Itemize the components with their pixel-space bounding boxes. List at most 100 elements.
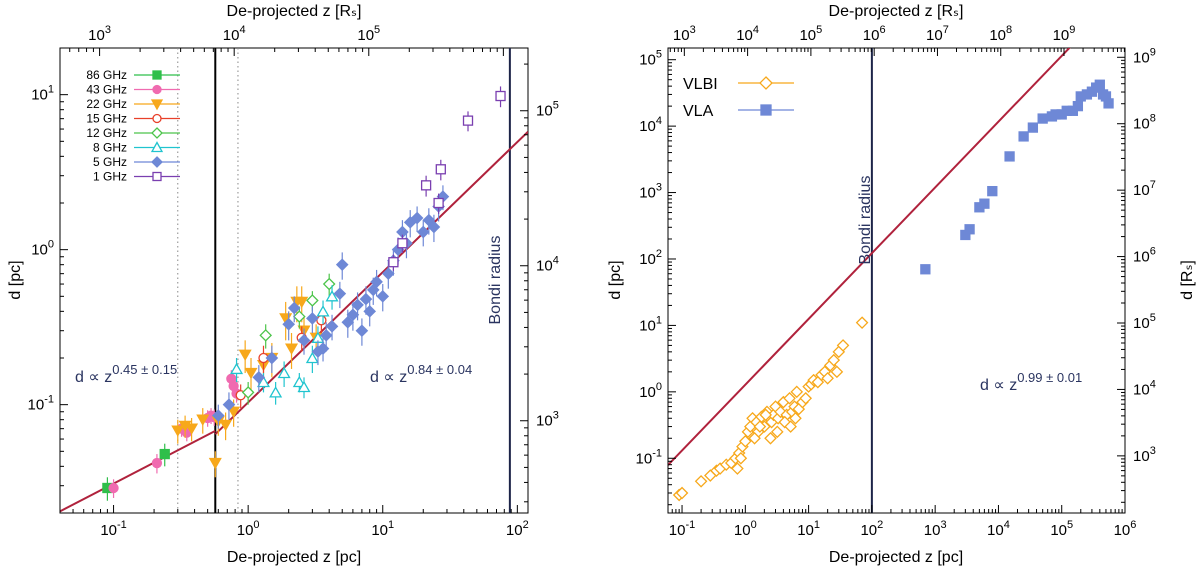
right-point-vlbi-1 <box>675 486 689 500</box>
right-point-vlbi-2 <box>694 474 708 488</box>
left-ytick-label: 10-1 <box>28 394 54 414</box>
left-point-15-ghz-3 <box>316 315 327 326</box>
right-righttick-label: 104 <box>1133 378 1156 398</box>
right-x-axis-title: De-projected z [pc] <box>829 549 963 566</box>
left-point-5-ghz-19 <box>370 275 383 289</box>
right-xtick-label: 100 <box>734 519 757 539</box>
left-data-points <box>102 86 506 501</box>
left-point-8-ghz-8 <box>316 305 330 317</box>
right-point-vlbi-55 <box>789 411 802 425</box>
legend-label-4: 12 GHz <box>86 126 127 140</box>
right-point-vlbi-50 <box>759 408 773 422</box>
right-point-vla-20 <box>1094 79 1105 90</box>
left-point-22-ghz-2 <box>185 423 199 435</box>
left-fit-2-exp: 0.84 ± 0.04 <box>407 362 472 377</box>
right-toptick-label: 105 <box>799 24 822 44</box>
left-point-8-ghz-0 <box>230 362 244 375</box>
left-point-5-ghz-6 <box>297 334 311 347</box>
left-fit-2-base: d ∝ z <box>370 369 407 386</box>
left-xtick-label: 100 <box>237 519 260 539</box>
left-point-8-ghz-3 <box>277 366 291 379</box>
right-top-axis-title: De-projected z [Rₛ] <box>829 3 964 20</box>
left-xtick-label: 102 <box>506 519 529 539</box>
left-point-43-ghz-1 <box>151 457 163 469</box>
legend-label-7: 1 GHz <box>93 170 127 184</box>
right-xtick-label: 103 <box>924 519 947 539</box>
right-point-vla-0 <box>920 264 931 275</box>
right-plot-frame <box>667 47 1126 514</box>
left-point-5-ghz-0 <box>211 409 225 422</box>
legend-label-6: 5 GHz <box>93 155 127 169</box>
right-data-points <box>672 79 1114 502</box>
left-point-22-ghz-13 <box>285 343 299 355</box>
right-point-vla-7 <box>1018 131 1029 142</box>
right-point-vla-15 <box>1072 100 1084 112</box>
left-point-43-ghz-0 <box>108 482 119 494</box>
right-righttick-label: 108 <box>1133 113 1156 133</box>
left-point-5-ghz-16 <box>359 292 373 306</box>
left-toptick-label: 103 <box>88 24 111 44</box>
right-ytick-label: 103 <box>639 182 662 202</box>
right-panel: 10-1 100 101 102 103 104 105 106 10-1 100 101 102 10… <box>607 3 1196 566</box>
right-point-vlbi-11 <box>738 434 752 448</box>
right-xtick-label: 10-1 <box>669 519 695 539</box>
right-ytick-label: 105 <box>639 49 662 69</box>
right-xtick-label: 106 <box>1114 519 1137 539</box>
left-fit-line-0 <box>60 429 216 513</box>
right-point-vla-5 <box>987 185 998 197</box>
right-point-vla-8 <box>1027 122 1039 133</box>
legend-marker-6 <box>151 156 163 168</box>
left-point-12-ghz-0 <box>241 386 255 399</box>
left-point-22-ghz-15 <box>295 296 309 309</box>
right-toptick-label: 109 <box>1053 24 1076 44</box>
legend-marker-3 <box>152 113 162 124</box>
left-righttick-label: 104 <box>536 255 559 275</box>
legend-label-5: 8 GHz <box>93 141 127 155</box>
right-legend: VLBI VLA <box>683 76 794 120</box>
right-legend-marker-1 <box>760 104 772 116</box>
left-point-8-ghz-2 <box>269 386 283 398</box>
left-point-5-ghz-21 <box>382 267 395 280</box>
right-point-vlbi-41 <box>821 371 834 385</box>
legend-label-1: 43 GHz <box>86 83 127 97</box>
left-point-1-ghz-3 <box>433 197 444 209</box>
right-point-vlbi-57 <box>734 451 748 465</box>
right-ytick-label: 104 <box>639 115 662 135</box>
legend-marker-4 <box>151 127 163 139</box>
right-ytick-label: 10-1 <box>636 447 662 467</box>
right-point-vla-2 <box>964 224 975 235</box>
left-point-5-ghz-27 <box>410 211 424 225</box>
right-point-vlbi-51 <box>764 431 777 445</box>
right-fit-lines <box>668 48 1071 466</box>
left-point-5-ghz-34 <box>335 258 349 271</box>
right-ytick-label: 100 <box>639 381 662 401</box>
right-righttick-label: 105 <box>1133 312 1156 332</box>
left-righttick-label: 103 <box>536 410 559 430</box>
left-point-22-ghz-8 <box>238 349 252 361</box>
left-vertical-lines <box>177 48 511 513</box>
left-point-12-ghz-3 <box>306 294 319 307</box>
legend-label-2: 22 GHz <box>86 97 127 111</box>
left-point-22-ghz-0 <box>171 425 185 437</box>
right-fit-exp: 0.99 ± 0.01 <box>1017 370 1082 385</box>
right-fit-base: d ∝ z <box>980 377 1017 394</box>
left-point-5-ghz-10 <box>325 320 339 333</box>
left-ytick-label: 101 <box>31 84 54 104</box>
right-point-vlbi-49 <box>753 420 767 433</box>
right-ytick-label: 101 <box>639 314 662 334</box>
left-point-5-ghz-7 <box>306 312 319 325</box>
left-y-axis-title: d [pc] <box>7 260 24 299</box>
left-x-axis-title: De-projected z [pc] <box>227 549 361 566</box>
right-point-vlbi-54 <box>784 420 797 433</box>
right-point-vlbi-28 <box>783 391 796 405</box>
left-xtick-label: 101 <box>371 519 394 539</box>
left-point-86-ghz-1 <box>159 448 170 460</box>
right-ytick-label: 102 <box>639 248 662 268</box>
right-y2-axis-title: d [Rₛ] <box>1179 260 1196 300</box>
left-righttick-label: 105 <box>536 100 559 120</box>
legend-marker-7 <box>152 171 162 182</box>
left-point-5-ghz-29 <box>422 213 436 227</box>
left-point-8-ghz-1 <box>256 375 271 388</box>
left-point-22-ghz-7 <box>227 406 241 419</box>
